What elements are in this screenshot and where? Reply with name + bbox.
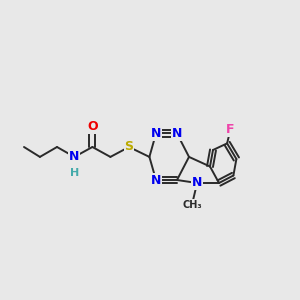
- Text: O: O: [87, 120, 98, 133]
- Text: N: N: [192, 176, 202, 190]
- Text: H: H: [70, 167, 79, 178]
- Text: N: N: [151, 127, 161, 140]
- Text: CH₃: CH₃: [182, 200, 202, 210]
- Text: F: F: [226, 123, 235, 136]
- Text: S: S: [124, 140, 134, 154]
- Text: N: N: [151, 173, 161, 187]
- Text: N: N: [172, 127, 182, 140]
- Text: N: N: [69, 150, 80, 164]
